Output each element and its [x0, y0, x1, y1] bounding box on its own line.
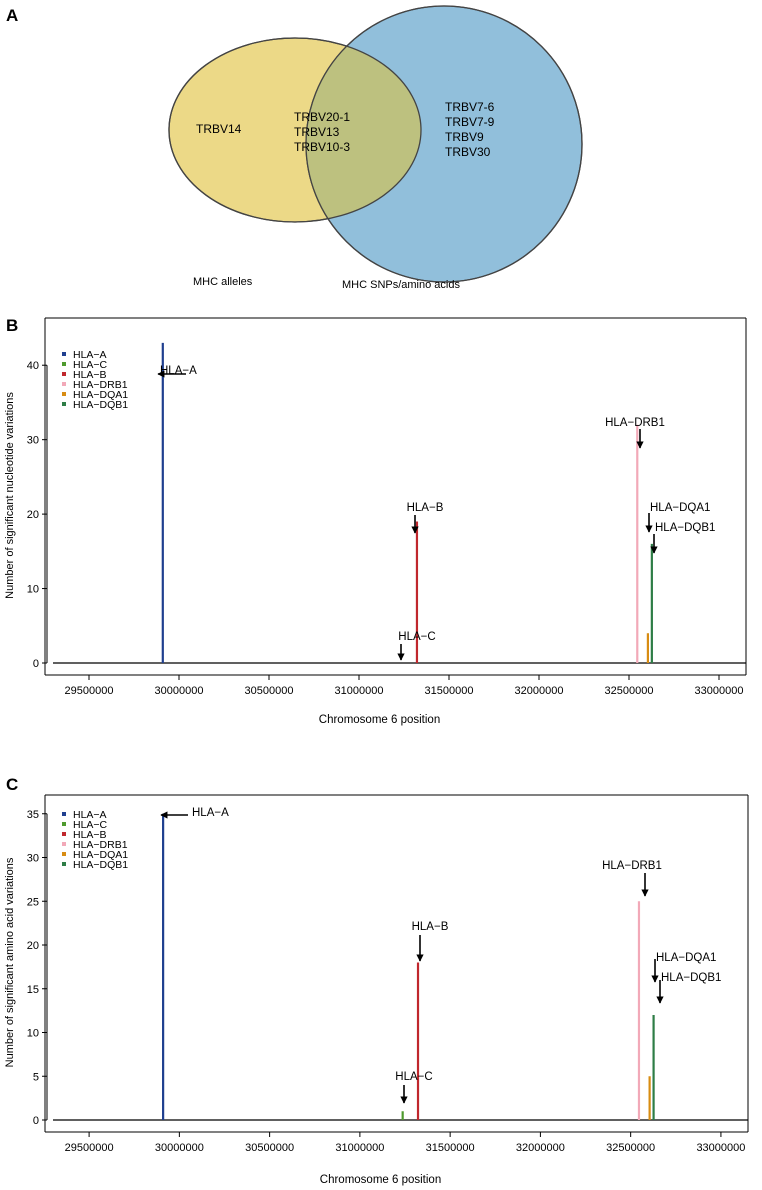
venn-right-item: TRBV9 [445, 130, 484, 144]
legend-swatch [62, 382, 66, 386]
x-tick-label: 32000000 [516, 1142, 565, 1154]
venn-overlap-item: TRBV20-1 [294, 110, 350, 124]
x-axis-title: Chromosome 6 position [319, 714, 440, 726]
legend-swatch [62, 392, 66, 396]
legend-label: HLA−DQA1 [73, 849, 128, 861]
venn-right-item: TRBV7-9 [445, 115, 495, 129]
legend-label: HLA−B [73, 829, 107, 841]
y-tick-label: 0 [33, 658, 39, 670]
venn-left-item: TRBV14 [196, 122, 242, 136]
legend-swatch [62, 862, 66, 866]
x-tick-label: 29500000 [65, 685, 114, 697]
panel-c-letter: C [6, 775, 19, 794]
y-tick-label: 30 [27, 853, 39, 865]
annotation-label: HLA−B [412, 921, 449, 933]
x-axis-title: Chromosome 6 position [320, 1174, 441, 1186]
legend-swatch [62, 812, 66, 816]
x-tick-label: 30000000 [155, 1142, 204, 1154]
annotation-label: HLA−DRB1 [605, 417, 665, 429]
legend-label: HLA−DQB1 [73, 399, 128, 411]
y-axis-title: Number of significant amino acid variati… [4, 857, 16, 1067]
panel-a-letter: A [6, 6, 19, 25]
x-tick-label: 33000000 [695, 685, 744, 697]
y-tick-label: 40 [27, 360, 39, 372]
x-tick-label: 33000000 [696, 1142, 745, 1154]
venn-left-label: MHC alleles [193, 276, 253, 288]
venn-right-item: TRBV30 [445, 145, 491, 159]
x-tick-label: 31000000 [335, 685, 384, 697]
y-tick-label: 20 [27, 940, 39, 952]
legend-swatch [62, 402, 66, 406]
legend-label: HLA−C [73, 819, 108, 831]
legend-label: HLA−A [73, 809, 107, 821]
x-tick-label: 32500000 [605, 685, 654, 697]
annotation-label: HLA−DRB1 [602, 860, 662, 872]
annotation-label: HLA−B [407, 502, 444, 514]
x-tick-label: 31000000 [335, 1142, 384, 1154]
legend-swatch [62, 822, 66, 826]
x-tick-label: 31500000 [426, 1142, 475, 1154]
y-axis-title: Number of significant nucleotide variati… [4, 392, 16, 599]
y-tick-label: 20 [27, 509, 39, 521]
annotation-label: HLA−DQB1 [661, 972, 721, 984]
panel-b-letter: B [6, 316, 19, 335]
y-tick-label: 25 [27, 896, 39, 908]
x-tick-label: 32500000 [606, 1142, 655, 1154]
y-tick-label: 10 [27, 584, 39, 596]
annotation-label: HLA−DQA1 [656, 952, 716, 964]
legend-swatch [62, 832, 66, 836]
x-tick-label: 31500000 [425, 685, 474, 697]
legend-label: HLA−DRB1 [73, 379, 128, 391]
x-tick-label: 30500000 [245, 685, 294, 697]
legend-label: HLA−C [73, 359, 108, 371]
venn-right-outline [305, 5, 583, 283]
legend-swatch [62, 362, 66, 366]
legend-swatch [62, 842, 66, 846]
venn-diagram: TRBV14 TRBV20-1 TRBV13 TRBV10-3 TRBV7-6 … [168, 5, 583, 291]
legend-swatch [62, 852, 66, 856]
y-tick-label: 10 [27, 1028, 39, 1040]
y-tick-label: 35 [27, 809, 39, 821]
annotation-label: HLA−A [160, 365, 197, 377]
x-tick-label: 30500000 [245, 1142, 294, 1154]
legend-label: HLA−DQA1 [73, 389, 128, 401]
x-tick-label: 32000000 [515, 685, 564, 697]
legend-label: HLA−B [73, 369, 107, 381]
venn-overlap-item: TRBV13 [294, 125, 340, 139]
y-tick-label: 0 [33, 1115, 39, 1127]
annotation-label: HLA−C [398, 631, 435, 643]
annotation-label: HLA−C [395, 1071, 432, 1083]
x-tick-label: 29500000 [65, 1142, 114, 1154]
legend-swatch [62, 372, 66, 376]
venn-left-outline [168, 37, 422, 223]
legend-label: HLA−DQB1 [73, 859, 128, 871]
y-tick-label: 5 [33, 1071, 39, 1083]
annotation-label: HLA−DQB1 [655, 522, 715, 534]
y-tick-label: 15 [27, 984, 39, 996]
annotation-label: HLA−DQA1 [650, 502, 710, 514]
x-tick-label: 30000000 [155, 685, 204, 697]
venn-overlap-item: TRBV10-3 [294, 140, 350, 154]
venn-overlap-region [306, 38, 421, 222]
venn-right-item: TRBV7-6 [445, 100, 495, 114]
legend-label: HLA−A [73, 349, 107, 361]
y-tick-label: 30 [27, 435, 39, 447]
chart-amino-acid-variations: 0 5 10 15 20 25 30 35 29500000 30000000 30500000 31… [4, 794, 749, 1186]
venn-right-label: MHC SNPs/amino acids [342, 279, 460, 291]
annotation-label: HLA−A [192, 807, 229, 819]
chart-nucleotide-variations: 0 10 20 30 40 29500000 30000000 30500000 3100000… [4, 317, 747, 726]
legend-swatch [62, 352, 66, 356]
legend-label: HLA−DRB1 [73, 839, 128, 851]
